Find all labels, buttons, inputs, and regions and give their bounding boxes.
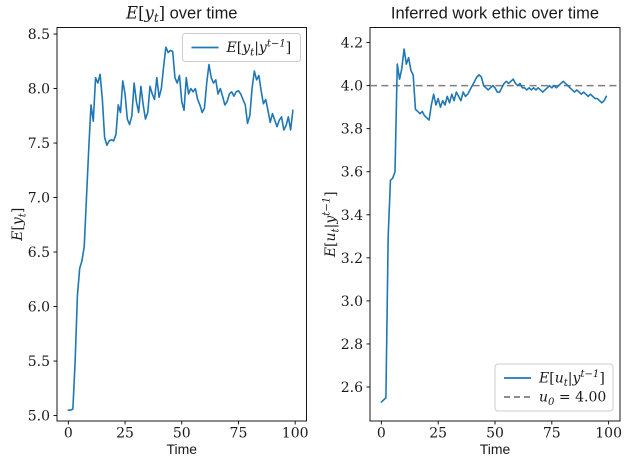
text-segment: t: [18, 212, 29, 217]
text-segment: ]: [323, 191, 339, 196]
text-segment: ]: [286, 40, 291, 56]
text-segment: 0: [548, 397, 555, 408]
y-tick-label: 7.0: [28, 191, 50, 207]
y-tick-label: 2.6: [341, 380, 363, 396]
x-tick-label: 75: [230, 426, 248, 442]
text-segment: y: [572, 371, 582, 387]
text-segment: Inferred work ethic over time: [391, 5, 599, 23]
y-tick-label: 3.8: [341, 122, 363, 138]
text-segment: y: [258, 40, 268, 56]
text-segment: u: [323, 232, 339, 241]
text-segment: [: [10, 225, 26, 230]
text-segment: t: [154, 11, 159, 25]
chart-title: Inferred work ethic over time: [391, 5, 599, 23]
text-segment: E: [323, 247, 339, 258]
y-tick-label: 6.0: [28, 300, 50, 316]
text-segment: = 4.00: [554, 390, 606, 406]
chart-title: E[yt] over time: [125, 4, 237, 26]
x-tick-label: 100: [595, 426, 622, 442]
legend-label: E[yt|yt−1]: [226, 39, 292, 59]
y-tick-label: 3.0: [341, 294, 363, 310]
text-segment: [: [323, 241, 339, 246]
legend-label: u0 = 4.00: [539, 390, 606, 409]
y-tick-label: 2.8: [341, 337, 363, 353]
text-segment: y: [144, 4, 155, 23]
y-tick-label: 3.4: [341, 208, 363, 224]
text-segment: E: [538, 371, 549, 387]
text-segment: [: [237, 40, 242, 56]
x-tick-label: 25: [116, 426, 134, 442]
text-segment: t−1: [267, 39, 286, 50]
y-tick-label: 5.5: [28, 354, 50, 370]
axes-frame: [369, 27, 621, 422]
x-tick-label: 25: [429, 426, 447, 442]
text-segment: y: [323, 215, 339, 225]
text-segment: |: [323, 224, 339, 229]
x-axis-label: Time: [166, 441, 197, 457]
text-segment: y: [10, 216, 26, 226]
x-axis-label: Time: [480, 441, 511, 457]
y-tick-label: 3.2: [341, 251, 363, 267]
text-segment: E: [226, 40, 237, 56]
y-tick-label: 3.6: [341, 165, 363, 181]
x-tick-label: 0: [64, 426, 73, 442]
text-segment: E: [10, 231, 26, 242]
text-segment: t: [564, 378, 569, 389]
x-tick-label: 100: [282, 426, 309, 442]
text-segment: |: [254, 40, 259, 56]
text-segment: y: [241, 40, 251, 56]
text-segment: u: [555, 371, 564, 387]
y-axis-label: E[ut|yt−1]: [322, 191, 342, 258]
x-tick-label: 75: [543, 426, 561, 442]
y-tick-label: 8.5: [28, 27, 50, 43]
text-segment: t−1: [580, 369, 599, 380]
text-segment: [: [549, 371, 554, 387]
y-tick-label: 6.5: [28, 245, 50, 261]
series-line: [380, 48, 608, 403]
text-segment: E: [125, 4, 138, 23]
legend: E[ut|yt−1]u0 = 4.00: [494, 363, 614, 412]
text-segment: ]: [10, 208, 26, 213]
legend-box: [182, 33, 301, 62]
y-tick-label: 5.0: [28, 409, 50, 425]
text-segment: over time: [165, 5, 237, 23]
legend-box: [494, 363, 614, 412]
x-tick-label: 50: [173, 426, 191, 442]
y-tick-label: 4.2: [341, 36, 363, 52]
text-segment: t−1: [322, 197, 333, 216]
y-tick-label: 4.0: [341, 79, 363, 95]
text-segment: ]: [599, 371, 604, 387]
text-segment: |: [568, 371, 573, 387]
text-segment: t: [250, 48, 255, 59]
text-segment: t: [331, 227, 342, 232]
text-segment: u: [539, 390, 548, 406]
series-line: [67, 46, 294, 411]
x-tick-label: 0: [377, 426, 386, 442]
y-axis-label: E[yt]: [10, 208, 29, 242]
text-segment: [: [138, 4, 144, 23]
y-tick-label: 8.0: [28, 82, 50, 98]
legend-label: E[ut|yt−1]: [538, 369, 605, 389]
text-segment: ]: [159, 4, 165, 23]
x-tick-label: 50: [486, 426, 504, 442]
y-tick-label: 7.5: [28, 136, 50, 152]
legend: E[yt|yt−1]: [182, 33, 301, 62]
